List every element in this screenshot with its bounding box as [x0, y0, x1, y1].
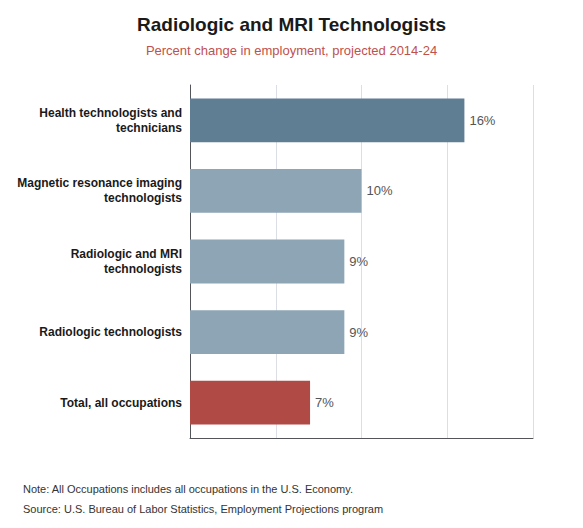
svg-text:10%: 10%: [367, 183, 393, 198]
svg-text:9%: 9%: [349, 325, 368, 340]
svg-text:Note: All Occupations includes: Note: All Occupations includes all occup…: [23, 483, 353, 495]
svg-text:Magnetic resonance imaging: Magnetic resonance imaging: [17, 176, 182, 190]
svg-text:Percent change in employment,: Percent change in employment, projected …: [146, 43, 437, 58]
svg-text:Radiologic and MRI: Radiologic and MRI: [71, 247, 182, 261]
svg-text:Radiologic technologists: Radiologic technologists: [39, 325, 182, 339]
svg-text:Total, all occupations: Total, all occupations: [60, 396, 182, 410]
svg-text:Source: U.S. Bureau of Labor S: Source: U.S. Bureau of Labor Statistics,…: [23, 503, 383, 515]
svg-text:7%: 7%: [315, 395, 334, 410]
svg-text:16%: 16%: [469, 113, 495, 128]
svg-text:Health technologists and: Health technologists and: [39, 106, 182, 120]
svg-text:9%: 9%: [349, 254, 368, 269]
svg-text:Radiologic and MRI Technologis: Radiologic and MRI Technologists: [137, 14, 446, 35]
svg-text:technologists: technologists: [104, 262, 182, 276]
svg-text:technologists: technologists: [104, 191, 182, 205]
svg-text:technicians: technicians: [116, 121, 182, 135]
